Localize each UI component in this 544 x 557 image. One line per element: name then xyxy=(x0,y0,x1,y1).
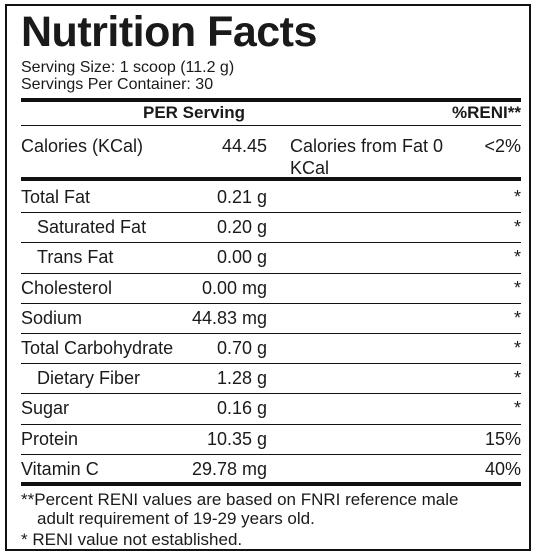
nutrient-percent: 15% xyxy=(484,428,521,449)
nutrient-amount: 10.35 g xyxy=(206,428,267,449)
nutrient-amount: 1.28 g xyxy=(216,368,267,389)
nutrient-name: Total Carbohydrate xyxy=(21,338,174,358)
nutrient-row: Trans Fat 0.00 g * xyxy=(21,243,521,271)
row-divider xyxy=(21,423,521,425)
nutrient-name: Cholesterol xyxy=(21,277,113,298)
nutrient-amount: 29.78 mg xyxy=(191,458,267,479)
nutrient-percent: * xyxy=(513,307,521,328)
thick-divider-bottom xyxy=(21,482,521,486)
nutrient-percent: 40% xyxy=(484,458,521,479)
nutrient-amount: 0.20 g xyxy=(216,217,267,238)
serving-size: Serving Size: 1 scoop (11.2 g) xyxy=(21,59,235,76)
nutrient-percent: * xyxy=(513,187,521,207)
column-header-reni: %RENI** xyxy=(452,103,521,122)
row-divider xyxy=(21,393,521,395)
calories-label: Calories (KCal) xyxy=(21,136,144,156)
nutrient-percent: * xyxy=(513,277,521,298)
nutrition-facts-panel: Nutrition Facts Serving Size: 1 scoop (1… xyxy=(5,4,531,551)
nutrient-row: Saturated Fat 0.20 g * xyxy=(21,213,521,241)
divider xyxy=(21,125,521,126)
nutrient-name: Vitamin C xyxy=(21,458,99,479)
row-divider xyxy=(21,333,521,334)
servings-per-container: Servings Per Container: 30 xyxy=(21,76,214,93)
nutrient-percent: * xyxy=(513,247,521,268)
row-divider xyxy=(21,453,521,455)
row-divider xyxy=(21,272,521,274)
nutrient-amount: 0.16 g xyxy=(216,398,267,419)
nutrient-amount: 0.21 g xyxy=(216,187,267,207)
nutrient-row: Cholesterol 0.00 mg * xyxy=(21,274,521,302)
nutrient-row: Protein 10.35 g 15% xyxy=(21,425,521,453)
nutrient-name: Total Fat xyxy=(21,187,91,207)
row-divider xyxy=(21,363,521,365)
calories-percent: <2% xyxy=(484,136,521,156)
nutrient-row: Total Fat 0.21 g * xyxy=(21,183,521,211)
nutrient-name: Sodium xyxy=(21,307,83,328)
nutrient-name: Trans Fat xyxy=(37,247,114,268)
thick-divider-calories xyxy=(21,177,521,181)
nutrient-percent: * xyxy=(513,398,521,419)
footnote-not-established: * RENI value not established. xyxy=(21,530,243,549)
nutrient-row: Sugar 0.16 g * xyxy=(21,394,521,422)
nutrient-row: Sodium 44.83 mg * xyxy=(21,304,521,332)
footnote-reni-basis: **Percent RENI values are based on FNRI … xyxy=(21,490,459,509)
nutrient-name: Saturated Fat xyxy=(37,217,147,238)
row-divider xyxy=(21,242,521,244)
nutrient-amount: 0.70 g xyxy=(216,338,267,358)
nutrient-row: Dietary Fiber 1.28 g * xyxy=(21,364,521,392)
nutrient-percent: * xyxy=(513,338,521,358)
row-divider xyxy=(21,302,521,304)
nutrient-amount: 0.00 mg xyxy=(201,277,267,298)
nutrient-name: Dietary Fiber xyxy=(37,368,141,389)
nutrient-row: Vitamin C 29.78 mg 40% xyxy=(21,455,521,483)
row-divider xyxy=(21,212,521,214)
nutrient-percent: * xyxy=(513,217,521,238)
nutrient-amount: 44.83 mg xyxy=(191,307,267,328)
column-header-per-serving: PER Serving xyxy=(143,103,246,122)
nutrient-amount: 0.00 g xyxy=(216,247,267,268)
nutrient-row: Total Carbohydrate 0.70 g * xyxy=(21,334,521,362)
calories-amount: 44.45 xyxy=(221,136,267,156)
thick-divider-top xyxy=(21,98,521,102)
nutrient-percent: * xyxy=(513,368,521,389)
nutrient-name: Protein xyxy=(21,428,79,449)
calories-from-fat: Calories from Fat 0 KCal xyxy=(290,136,444,178)
page-title: Nutrition Facts xyxy=(21,8,317,56)
nutrient-name: Sugar xyxy=(21,398,70,419)
footnote-reni-basis-cont: adult requirement of 19-29 years old. xyxy=(37,509,315,528)
